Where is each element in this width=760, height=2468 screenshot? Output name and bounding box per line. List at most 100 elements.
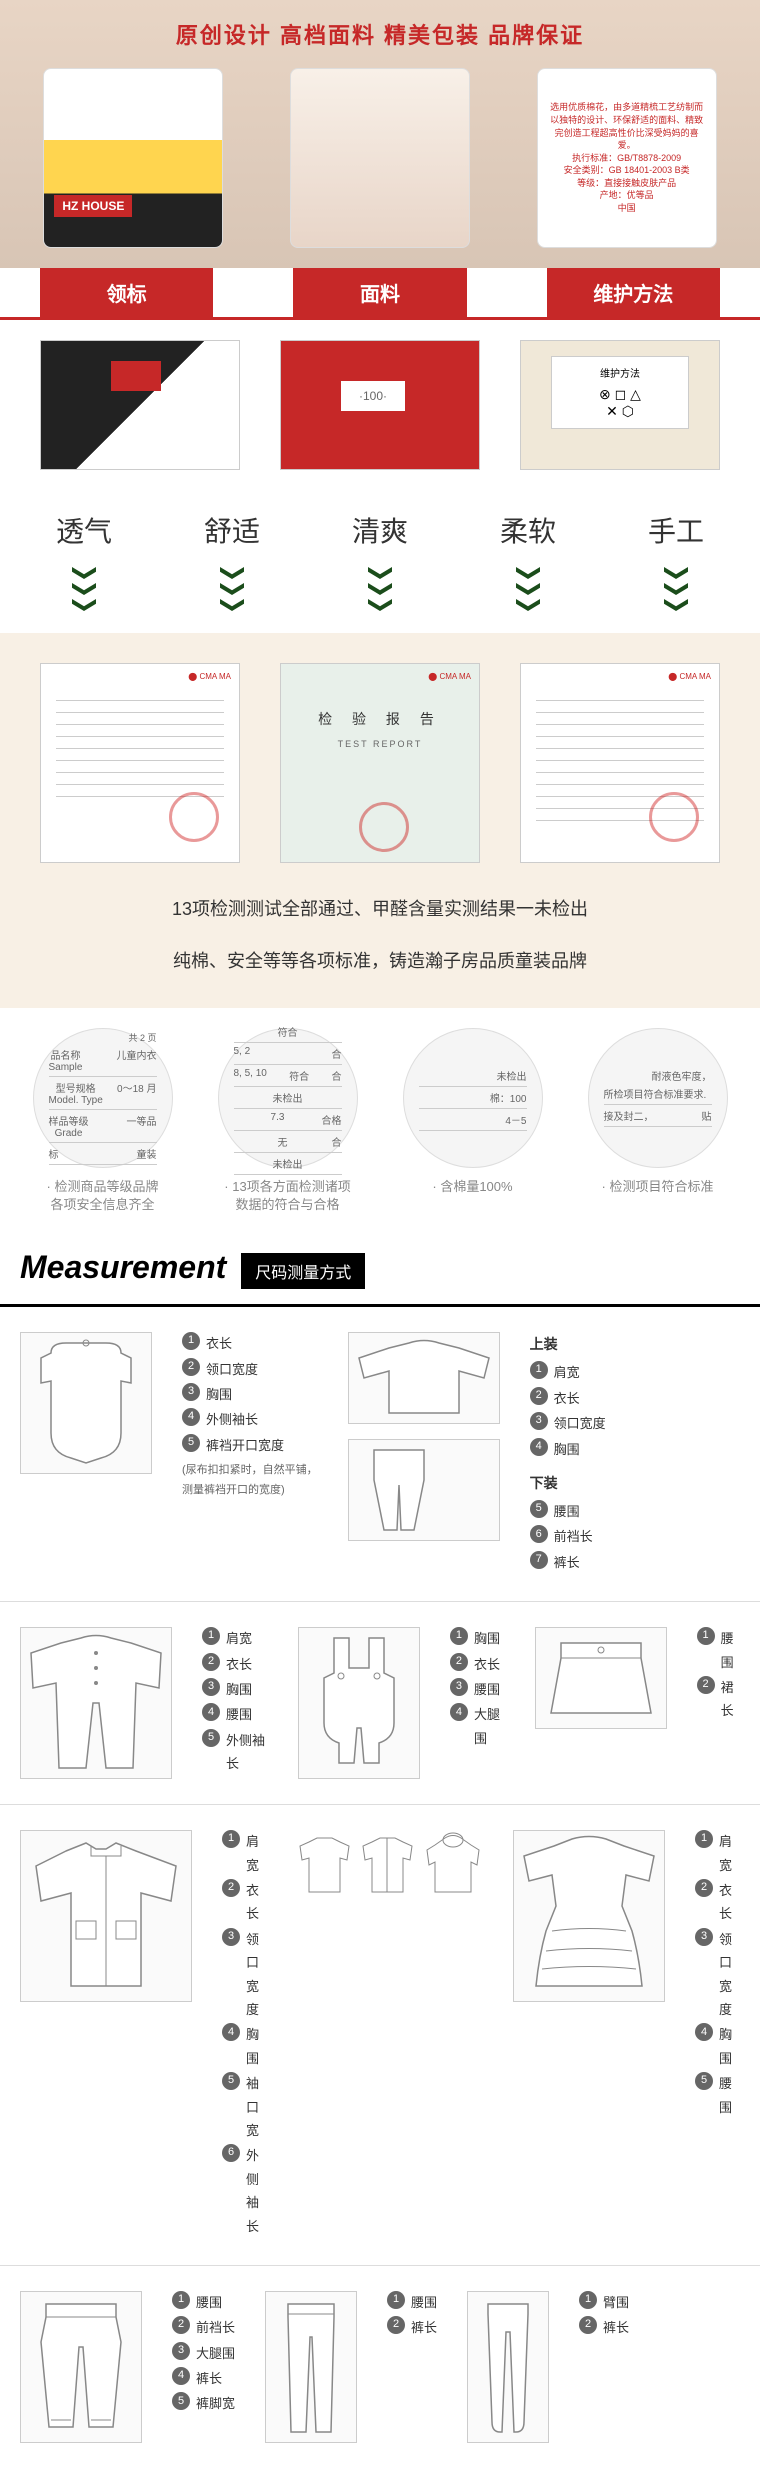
cert-text-2: 纯棉、安全等等各项标准，铸造瀚子房品质童装品牌 — [20, 935, 740, 987]
legend-item: 1腰围 — [697, 1627, 740, 1674]
legend-item: 3腰围 — [450, 1678, 505, 1701]
circle-3: 未检出棉：1004－5 · 含棉量100% — [393, 1028, 553, 1214]
care-label: 维护方法 ⊗ ◻ △ ✕ ⬡ — [551, 356, 689, 429]
legend-item: 6前裆长 — [530, 1525, 606, 1548]
legend-item: 4胸围 — [222, 2023, 267, 2070]
legend-shirt: 1肩宽2衣长3领口宽度4胸围5袖口宽6外侧袖长 — [222, 1830, 267, 2240]
legend-onesie: 1衣长2领口宽度3胸围4外侧袖长5裤裆开口宽度(尿布扣扣紧时，自然平铺， 测量裤… — [182, 1332, 318, 1501]
feature-soft: 柔软 — [454, 510, 602, 613]
legend-item: 2衣长 — [695, 1879, 740, 1926]
feature-fresh: 清爽 — [306, 510, 454, 613]
garment-jumpsuit — [20, 1627, 172, 1779]
legend-item: 3领口宽度 — [695, 1928, 740, 2022]
certificates-section: ⬤ CMA MA ⬤ CMA MA 检 验 报 告 TEST REPORT ⬤ … — [0, 633, 760, 1008]
circle-data-row: 未检出 — [419, 1065, 527, 1087]
circle-1: 共 2 页 品名称 Sample儿童内衣型号规格 Model. Type0～18… — [23, 1028, 183, 1214]
header-banner: 原创设计 高档面料 精美包装 品牌保证 选用优质棉花，由多道精梳工艺纺制而 以独… — [0, 0, 760, 268]
garment-pants-loose — [20, 2291, 142, 2443]
legend-item: 7裤长 — [530, 1551, 606, 1574]
measurement-title-cn: 尺码测量方式 — [241, 1253, 365, 1289]
circle-data-row: 标童装 — [49, 1143, 157, 1165]
legend-item: 1肩宽 — [695, 1830, 740, 1877]
legend-item: 1腰围 — [172, 2291, 235, 2314]
package-image-3: 选用优质棉花，由多道精梳工艺纺制而 以独特的设计、环保舒适的面料、精致 完创造工… — [537, 68, 717, 248]
measurement-header: Measurement 尺码测量方式 — [0, 1234, 760, 1307]
measurement-row-2: 1肩宽2衣长3胸围4腰围5外侧袖长 1胸围2衣长3腰围4大腿围 1腰围2裙长 — [0, 1602, 760, 1805]
circle-data-row: 未检出 — [234, 1153, 342, 1175]
detail-care-image: 维护方法 ⊗ ◻ △ ✕ ⬡ — [520, 340, 720, 470]
cert-2: ⬤ CMA MA 检 验 报 告 TEST REPORT — [280, 663, 480, 863]
legend-item: 2衣长 — [530, 1387, 606, 1410]
legend-item: 5裤脚宽 — [172, 2392, 235, 2415]
cert-row: ⬤ CMA MA ⬤ CMA MA 检 验 报 告 TEST REPORT ⬤ … — [20, 663, 740, 863]
feature-breathable: 透气 — [10, 510, 158, 613]
legend-leggings: 1腰围2裤长 — [387, 2291, 437, 2342]
legend-item: 2裤长 — [387, 2316, 437, 2339]
legend-item: 2衣长 — [450, 1653, 505, 1676]
legend-item: 1衣长 — [182, 1332, 318, 1355]
measurement-row-3: 1肩宽2衣长3领口宽度4胸围5袖口宽6外侧袖长 1肩宽2衣长3领口宽度4胸围5腰… — [0, 1805, 760, 2266]
tab-care: 维护方法 — [547, 268, 720, 317]
circle-4: 耐液色牢度， 所检项目符合标准要求.接及封二，贴 · 检测项目符合标准 — [578, 1028, 738, 1214]
circle-data-row: 所检项目符合标准要求. — [604, 1083, 712, 1105]
legend-jumpsuit: 1肩宽2衣长3胸围4腰围5外侧袖长 — [202, 1627, 268, 1777]
garment-top — [348, 1332, 500, 1424]
garment-shirt — [20, 1830, 192, 2002]
legend-tights: 1臂围2裤长 — [579, 2291, 629, 2342]
legend-item: 4大腿围 — [450, 1703, 505, 1750]
detail-tabs: 领标 面料 维护方法 — [0, 268, 760, 320]
detail-collar-image — [40, 340, 240, 470]
legend-pants-loose: 1腰围2前裆长3大腿围4裤长5裤脚宽 — [172, 2291, 235, 2418]
measurement-title-en: Measurement — [20, 1249, 226, 1286]
detail-fabric-image — [280, 340, 480, 470]
garment-onesie — [20, 1332, 152, 1474]
legend-item: 4胸围 — [530, 1438, 606, 1461]
features-row: 透气 舒适 清爽 柔软 手工 — [0, 490, 760, 633]
feature-comfortable: 舒适 — [158, 510, 306, 613]
legend-item: 6外侧袖长 — [222, 2144, 267, 2238]
circle-data-row: 棉：100 — [419, 1087, 527, 1109]
circle-data-row: 8, 5, 10符合合 — [234, 1065, 342, 1087]
legend-item: 4外侧袖长 — [182, 1408, 318, 1431]
legend-overalls: 1胸围2衣长3腰围4大腿围 — [450, 1627, 505, 1752]
legend-item: 3领口宽度 — [530, 1412, 606, 1435]
garment-tights — [467, 2291, 549, 2443]
legend-item: 1肩宽 — [222, 1830, 267, 1877]
garment-overalls — [298, 1627, 420, 1779]
feature-handmade: 手工 — [602, 510, 750, 613]
legend-item: 2裙长 — [697, 1676, 740, 1723]
circle-data-row: 7.3合格 — [234, 1109, 342, 1131]
legend-item: 5裤裆开口宽度 — [182, 1434, 318, 1457]
circle-data-row: 品名称 Sample儿童内衣 — [49, 1044, 157, 1077]
legend-item: 4胸围 — [695, 2023, 740, 2070]
circle-data-row: 无合 — [234, 1131, 342, 1153]
circle-data-row: 5, 2合 — [234, 1043, 342, 1065]
measurement-row-1: 1衣长2领口宽度3胸围4外侧袖长5裤裆开口宽度(尿布扣扣紧时，自然平铺， 测量裤… — [0, 1307, 760, 1602]
legend-item: 1臂围 — [579, 2291, 629, 2314]
legend-item: 2衣长 — [202, 1653, 268, 1676]
package-image-1 — [43, 68, 223, 248]
garment-pants-1 — [348, 1439, 500, 1541]
legend-item: 3胸围 — [202, 1678, 268, 1701]
legend-item: 1肩宽 — [530, 1361, 606, 1384]
legend-dress: 1肩宽2衣长3领口宽度4胸围5腰围 — [695, 1830, 740, 2121]
legend-item: 4腰围 — [202, 1703, 268, 1726]
garment-leggings — [265, 2291, 357, 2443]
legend-item: 5腰围 — [530, 1500, 606, 1523]
cert-text-1: 13项检测测试全部通过、甲醛含量实测结果一未检出 — [20, 883, 740, 935]
detail-images-row: 维护方法 ⊗ ◻ △ ✕ ⬡ — [0, 320, 760, 490]
legend-item: 5袖口宽 — [222, 2072, 267, 2142]
circle-data-row: 符合 — [234, 1021, 342, 1043]
circle-2: 符合5, 2合8, 5, 10符合合未检出7.3合格无合未检出 · 13项各方面… — [208, 1028, 368, 1214]
garment-small-set — [297, 1830, 483, 1900]
legend-item: 5腰围 — [695, 2072, 740, 2119]
cert-3: ⬤ CMA MA — [520, 663, 720, 863]
circle-data-row: 接及封二，贴 — [604, 1105, 712, 1127]
legend-item: 3大腿围 — [172, 2342, 235, 2365]
tab-fabric: 面料 — [293, 268, 466, 317]
circle-data-row: 样品等级 Grade一等品 — [49, 1110, 157, 1143]
legend-item: 3胸围 — [182, 1383, 318, 1406]
legend-item: 1腰围 — [387, 2291, 437, 2314]
header-title: 原创设计 高档面料 精美包装 品牌保证 — [10, 10, 750, 58]
legend-item: 2衣长 — [222, 1879, 267, 1926]
